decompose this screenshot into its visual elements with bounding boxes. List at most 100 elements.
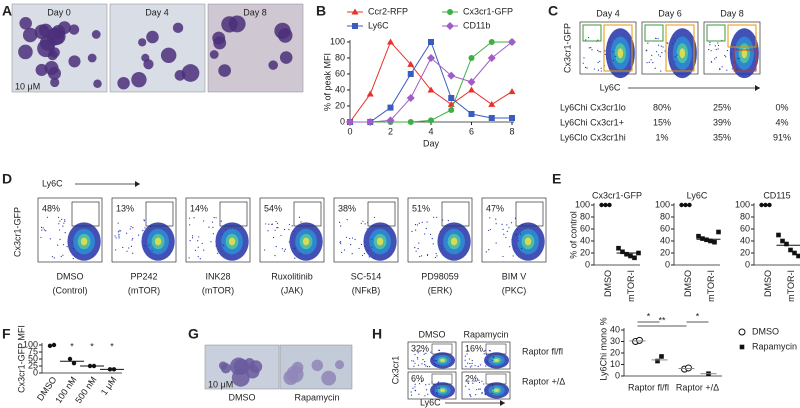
cell (231, 368, 250, 387)
flow-event (651, 54, 653, 57)
flow-event (710, 50, 712, 52)
flow-event (597, 49, 599, 51)
y-axis-label: % of peak MFI (322, 53, 332, 111)
flow-event (420, 255, 423, 257)
condition-label: Rapamycin (294, 392, 339, 402)
data-point (628, 253, 633, 259)
flow-event (441, 248, 443, 250)
population-percent: 15% (653, 117, 671, 127)
sample-target: (mTOR) (202, 285, 234, 295)
population-percent: 0% (775, 102, 788, 112)
cell (274, 22, 291, 39)
flow-event (414, 389, 417, 392)
flow-event (288, 223, 290, 226)
gate-percent: 51% (412, 203, 430, 213)
flow-event (471, 359, 473, 362)
data-point (428, 117, 434, 124)
flow-event (364, 223, 366, 225)
flow-event (492, 387, 494, 389)
x-axis-label: Ly6C (420, 397, 441, 407)
flow-event (150, 226, 152, 228)
flow-event (217, 252, 219, 254)
gate (431, 373, 453, 385)
flow-event (520, 248, 523, 250)
flow-event (488, 350, 491, 352)
genotype-label: Raptor +/Δ (522, 376, 565, 386)
data-point (346, 118, 354, 126)
flow-event (51, 256, 54, 258)
significance: * (70, 341, 74, 351)
flow-event (142, 229, 144, 232)
day-label: Day 8 (720, 8, 744, 18)
gate (145, 201, 174, 227)
flow-event (490, 366, 493, 368)
flow-event (360, 222, 362, 224)
flow-event (362, 220, 364, 222)
cell (209, 50, 219, 59)
flow-event (117, 231, 120, 233)
flow-event (435, 360, 437, 362)
flow-event (516, 234, 518, 236)
flow-event (502, 255, 504, 258)
gate (644, 24, 664, 42)
flow-event (272, 236, 275, 239)
flow-event (715, 48, 717, 51)
flow-event (674, 61, 676, 63)
flow-event (288, 241, 290, 243)
gate-percent: 48% (42, 203, 60, 213)
flow-event (425, 384, 427, 386)
flow-event (484, 392, 486, 395)
flow-event (598, 51, 600, 53)
flow-event (215, 217, 217, 219)
flow-event (737, 57, 739, 60)
flow-event (293, 230, 295, 232)
flow-event (193, 217, 195, 219)
flow-event (274, 254, 276, 257)
flow-event (710, 60, 713, 63)
cell (138, 38, 147, 47)
cell (50, 77, 60, 88)
flow-event (593, 68, 595, 70)
flow-event (276, 227, 278, 229)
cell (68, 24, 80, 35)
flow-event (652, 62, 654, 64)
y-tick-label: 100 (23, 339, 38, 349)
flow-event (338, 221, 341, 223)
flow-event (115, 237, 117, 239)
data-point (366, 90, 374, 97)
cell (141, 53, 150, 62)
y-tick-label: 30 (610, 336, 620, 346)
flow-event (433, 362, 435, 365)
flow-event (467, 382, 470, 385)
flow-event (717, 42, 719, 44)
data-point (738, 328, 746, 336)
flow-event (122, 246, 124, 249)
flow-event (61, 218, 63, 220)
flow-event (413, 365, 415, 367)
data-point (51, 342, 57, 348)
gate (727, 24, 757, 48)
flow-event (415, 250, 417, 252)
flow-event (506, 224, 508, 226)
flow-event (220, 220, 222, 222)
flow-event (604, 53, 606, 56)
population-percent: 80% (653, 102, 671, 112)
gate-percent: 14% (190, 203, 208, 213)
y-tick-label: 20 (335, 100, 345, 110)
flow-event (422, 350, 424, 352)
flow-event (130, 225, 132, 228)
flow-event (436, 216, 438, 218)
flow-event (432, 243, 434, 245)
flow-event (661, 52, 663, 54)
cell (19, 17, 32, 30)
condition-label: DMSO (229, 392, 256, 402)
flow-event (433, 384, 435, 386)
gate (485, 373, 507, 385)
flow-event (425, 365, 427, 367)
flow-event (484, 349, 486, 352)
cell (218, 361, 228, 370)
flow-event (471, 365, 473, 367)
flow-event (221, 233, 223, 236)
gate (706, 24, 726, 42)
data-point (488, 100, 496, 107)
